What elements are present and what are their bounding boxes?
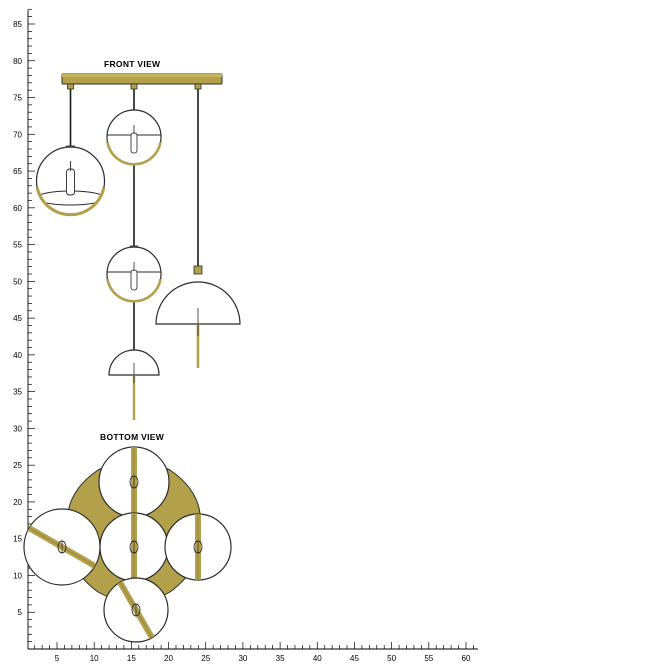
- shade-fitter: [193, 265, 203, 275]
- brass-ring: [35, 187, 106, 217]
- bulb: [66, 168, 75, 196]
- y-tick-label: 70: [13, 130, 22, 139]
- x-tick-label: 10: [90, 654, 99, 663]
- bottom-view-title: BOTTOM VIEW: [100, 432, 165, 442]
- y-tick-label: 5: [18, 608, 23, 617]
- bulb: [130, 269, 138, 291]
- x-tick-label: 15: [127, 654, 136, 663]
- y-tick-label: 35: [13, 388, 22, 397]
- cord-cap: [194, 83, 202, 90]
- y-tick-label: 80: [13, 57, 22, 66]
- x-tick-label: 35: [276, 654, 285, 663]
- x-tick-label: 30: [238, 654, 247, 663]
- y-tick-label: 60: [13, 204, 22, 213]
- y-tick-label: 20: [13, 498, 22, 507]
- cord-cap: [67, 83, 74, 90]
- dome-shade: [155, 281, 241, 325]
- x-tick-label: 5: [55, 654, 60, 663]
- cord-cap: [130, 83, 138, 90]
- axes-group: 5 10 15 20 25 30 35 40 45 50 55 60 5 10 15 20 25 30 35 40 45…: [13, 8, 478, 663]
- x-tick-label: 40: [313, 654, 322, 663]
- bottom-view-group: [23, 446, 232, 643]
- dome-shade: [108, 349, 160, 376]
- y-tick-label: 50: [13, 277, 22, 286]
- y-tick-label: 45: [13, 314, 22, 323]
- x-tick-label: 20: [164, 654, 173, 663]
- y-tick-label: 10: [13, 571, 22, 580]
- x-tick-label: 55: [424, 654, 433, 663]
- brass-ring: [106, 278, 162, 303]
- front-view-group: [35, 73, 241, 420]
- x-tick-label: 50: [387, 654, 396, 663]
- y-tick-label: 30: [13, 424, 22, 433]
- bulb: [130, 132, 138, 154]
- brass-ring: [106, 141, 162, 166]
- front-view-title: FRONT VIEW: [104, 59, 161, 69]
- y-tick-label: 65: [13, 167, 22, 176]
- x-tick-label: 25: [201, 654, 210, 663]
- x-tick-label: 45: [350, 654, 359, 663]
- y-tick-label: 40: [13, 351, 22, 360]
- canopy-highlight: [62, 74, 222, 78]
- y-tick-label: 25: [13, 461, 22, 470]
- y-tick-label: 15: [13, 535, 22, 544]
- y-tick-label: 55: [13, 241, 22, 250]
- y-tick-label: 75: [13, 94, 22, 103]
- y-tick-label: 85: [13, 20, 22, 29]
- x-tick-label: 60: [462, 654, 471, 663]
